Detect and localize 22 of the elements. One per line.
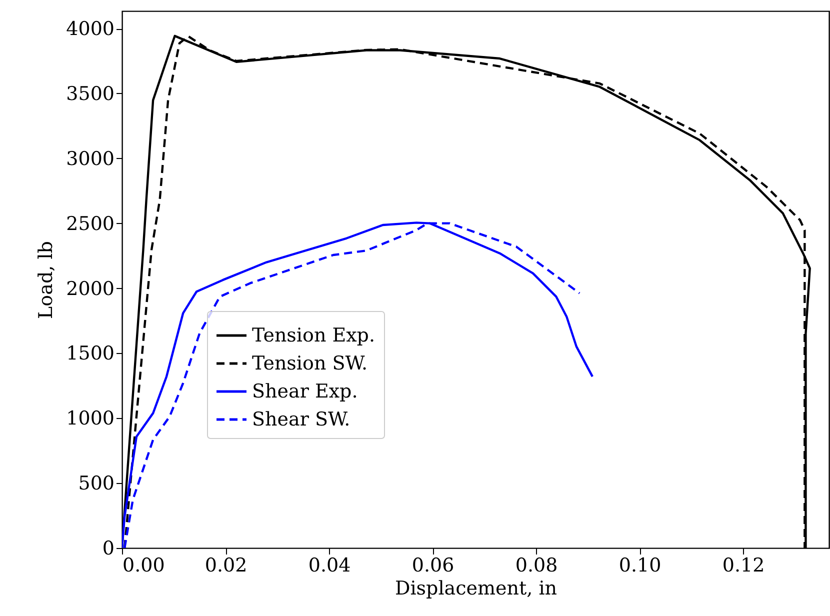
x-tick-label: 0.12 bbox=[722, 554, 765, 576]
y-tick-label: 0 bbox=[102, 538, 114, 560]
legend-label: Tension SW. bbox=[252, 352, 368, 374]
y-tick-label: 3500 bbox=[66, 82, 114, 105]
legend-label: Shear Exp. bbox=[252, 380, 358, 402]
y-tick-label: 2500 bbox=[66, 212, 114, 235]
y-tick-label: 1000 bbox=[66, 408, 114, 430]
y-tick-label: 3000 bbox=[66, 148, 114, 170]
y-tick-label: 4000 bbox=[66, 18, 114, 40]
x-axis-title: Displacement, in bbox=[394, 578, 558, 600]
y-axis-title: Load, lb bbox=[35, 241, 58, 319]
x-tick-label: 0.06 bbox=[412, 554, 454, 576]
x-tick-label: 0.00 bbox=[122, 554, 165, 576]
y-tick-label: 2000 bbox=[66, 278, 114, 300]
y-tick-label: 1500 bbox=[66, 342, 114, 365]
y-tick-label: 500 bbox=[78, 472, 114, 495]
x-tick-label: 0.02 bbox=[204, 554, 248, 576]
x-tick-label: 0.08 bbox=[515, 554, 558, 576]
x-tick-label: 0.10 bbox=[618, 554, 662, 576]
legend-label: Tension Exp. bbox=[252, 324, 376, 346]
legend-label: Shear SW. bbox=[252, 408, 350, 430]
x-tick-label: 0.04 bbox=[308, 554, 351, 576]
